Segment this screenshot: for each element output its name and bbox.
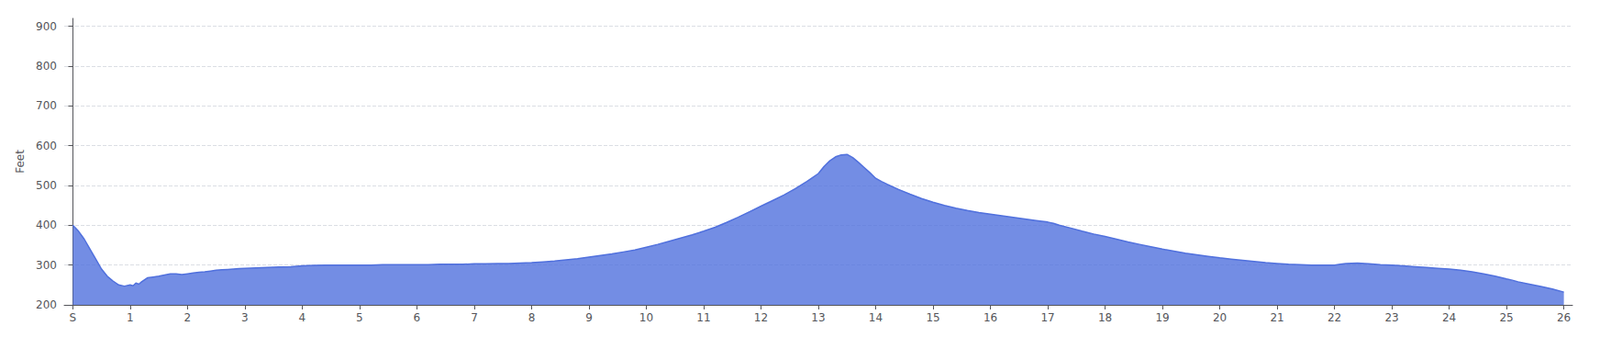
svg-text:21: 21 [1269, 311, 1284, 324]
svg-text:3: 3 [241, 311, 249, 324]
svg-text:25: 25 [1499, 311, 1513, 324]
svg-text:900: 900 [35, 20, 57, 34]
svg-text:23: 23 [1384, 311, 1399, 324]
svg-text:700: 700 [35, 99, 57, 112]
svg-text:8: 8 [528, 311, 536, 324]
svg-text:22: 22 [1327, 311, 1342, 324]
svg-text:12: 12 [754, 311, 768, 324]
svg-text:1: 1 [126, 311, 134, 324]
svg-text:11: 11 [696, 311, 711, 324]
svg-text:26: 26 [1556, 311, 1571, 324]
svg-text:6: 6 [413, 311, 422, 324]
svg-text:16: 16 [983, 311, 998, 324]
svg-text:18: 18 [1098, 311, 1112, 324]
svg-text:13: 13 [811, 311, 825, 324]
svg-text:400: 400 [35, 218, 57, 232]
svg-text:15: 15 [925, 311, 940, 324]
svg-text:2: 2 [184, 311, 192, 324]
svg-text:17: 17 [1040, 311, 1055, 324]
svg-text:300: 300 [35, 258, 57, 272]
svg-text:10: 10 [639, 311, 654, 324]
svg-text:800: 800 [35, 59, 57, 73]
svg-text:S: S [69, 311, 78, 324]
svg-text:7: 7 [470, 311, 478, 324]
svg-text:9: 9 [585, 311, 593, 324]
svg-text:Feet: Feet [13, 149, 27, 174]
svg-text:600: 600 [35, 139, 57, 153]
svg-text:4: 4 [299, 311, 307, 324]
svg-text:20: 20 [1212, 311, 1227, 324]
svg-text:24: 24 [1442, 311, 1456, 324]
svg-text:5: 5 [355, 311, 364, 324]
svg-text:19: 19 [1155, 311, 1169, 324]
svg-text:14: 14 [868, 311, 883, 324]
svg-text:500: 500 [35, 178, 57, 192]
svg-text:200: 200 [35, 298, 57, 312]
